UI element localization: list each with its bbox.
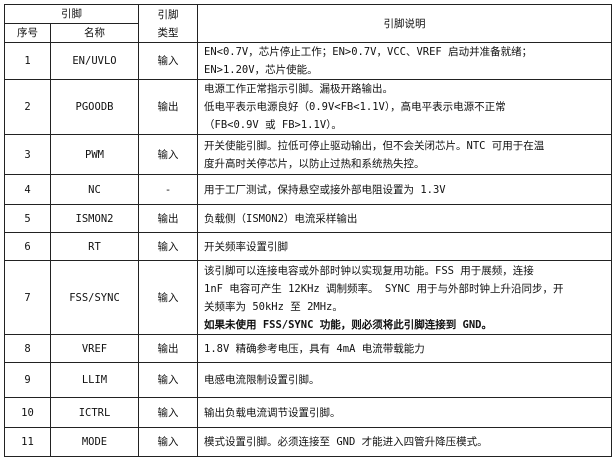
pin-number: 3 bbox=[4, 134, 51, 175]
pin-name: EN/UVLO bbox=[50, 42, 139, 80]
description-line: 低电平表示电源良好（0.9V<FB<1.1V），高电平表示电源不正常 bbox=[204, 101, 506, 113]
table-row: 2 PGOODB 输出 电源工作正常指示引脚。漏极开路输出。低电平表示电源良好（0.9… bbox=[4, 79, 612, 135]
pin-name: MODE bbox=[50, 427, 139, 457]
table-row: 3 PWM 输入 开关使能引脚。拉低可停止驱动输出，但不会关闭芯片。NTC 可用于在温… bbox=[4, 134, 612, 175]
table-row: 7 FSS/SYNC 输入 该引脚可以连接电容或外部时钟以实现复用功能。FSS 用于展… bbox=[4, 260, 612, 335]
pin-description: 电源工作正常指示引脚。漏极开路输出。低电平表示电源良好（0.9V<FB<1.1V… bbox=[197, 79, 612, 135]
pin-type: 输入 bbox=[138, 42, 198, 80]
pin-type: 输入 bbox=[138, 260, 198, 335]
pin-name: ISMON2 bbox=[50, 204, 139, 233]
pin-description: 开关使能引脚。拉低可停止驱动输出，但不会关闭芯片。NTC 可用于在温 度升高时关停… bbox=[197, 134, 612, 175]
pin-type: 输入 bbox=[138, 232, 198, 261]
description-line: 输出负载电流调节设置引脚。 bbox=[204, 406, 341, 419]
pin-description: EN<0.7V，芯片停止工作；EN>0.7V，VCC、VREF 启动并准备就绪；… bbox=[197, 42, 612, 80]
pin-type: 输出 bbox=[138, 334, 198, 363]
pin-description: 模式设置引脚。必须连接至 GND 才能进入四管升降压模式。 bbox=[197, 427, 612, 457]
description-line: 模式设置引脚。必须连接至 GND 才能进入四管升降压模式。 bbox=[204, 436, 488, 448]
pin-name: VREF bbox=[50, 334, 139, 363]
description-note: 如果未使用 FSS/SYNC 功能，则必须将此引脚连接到 GND。 bbox=[204, 318, 493, 331]
pin-description: 输出负载电流调节设置引脚。 bbox=[197, 397, 612, 428]
description-line: 1nF 电容可产生 12KHz 调制频率。 SYNC 用于与外部时钟上升沿同步，… bbox=[204, 282, 564, 295]
table-row: 9 LLIM 输入 电感电流限制设置引脚。 bbox=[4, 362, 612, 398]
description-line: （FB<0.9V 或 FB>1.1V）。 bbox=[204, 119, 342, 131]
description-line: 该引脚可以连接电容或外部时钟以实现复用功能。FSS 用于展频，连接 bbox=[204, 264, 534, 277]
pin-number: 8 bbox=[4, 334, 51, 363]
pin-description: 负载侧（ISMON2）电流采样输出 bbox=[197, 204, 612, 233]
pin-name: FSS/SYNC bbox=[50, 260, 139, 335]
pin-number: 10 bbox=[4, 397, 51, 428]
pin-type: 输出 bbox=[138, 204, 198, 233]
table-row: 4 NC - 用于工厂测试，保持悬空或接外部电阻设置为 1.3V bbox=[4, 174, 612, 205]
header-pin-type: 引脚 类型 bbox=[138, 4, 198, 43]
header-name: 名称 bbox=[50, 23, 139, 43]
table-row: 1 EN/UVLO 输入 EN<0.7V，芯片停止工作；EN>0.7V，VCC、VRE… bbox=[4, 42, 612, 80]
description-line: 电感电流限制设置引脚。 bbox=[204, 374, 320, 386]
pin-number: 11 bbox=[4, 427, 51, 457]
table-row: 5 ISMON2 输出 负载侧（ISMON2）电流采样输出 bbox=[4, 204, 612, 233]
pin-name: NC bbox=[50, 174, 139, 205]
pin-type: 输入 bbox=[138, 397, 198, 428]
pin-type: 输入 bbox=[138, 362, 198, 398]
description-line: 关频率为 50kHz 至 2MHz。 bbox=[204, 300, 343, 313]
pin-description: 1.8V 精确参考电压，具有 4mA 电流带载能力 bbox=[197, 334, 612, 363]
pin-description-table: 引脚 引脚 类型 引脚说明 序号 名称 1 EN/UVLO 输入 EN<0.7V，芯片停… bbox=[4, 4, 612, 457]
pin-number: 2 bbox=[4, 79, 51, 135]
description-line: 1.8V 精确参考电压，具有 4mA 电流带载能力 bbox=[204, 342, 425, 355]
pin-type: 输入 bbox=[138, 134, 198, 175]
description-line: 开关使能引脚。拉低可停止驱动输出，但不会关闭芯片。NTC 可用于在温 bbox=[204, 139, 545, 152]
description-line: 开关频率设置引脚 bbox=[204, 240, 288, 253]
pin-number: 6 bbox=[4, 232, 51, 261]
description-line: 负载侧（ISMON2）电流采样输出 bbox=[204, 212, 358, 225]
header-pin: 引脚 bbox=[4, 4, 139, 24]
description-line: EN<0.7V，芯片停止工作；EN>0.7V，VCC、VREF 启动并准备就绪； bbox=[204, 46, 533, 58]
pin-number: 1 bbox=[4, 42, 51, 80]
description-line: EN>1.20V，芯片使能。 bbox=[204, 64, 318, 76]
pin-number: 4 bbox=[4, 174, 51, 205]
pin-type: 输出 bbox=[138, 79, 198, 135]
pin-description: 该引脚可以连接电容或外部时钟以实现复用功能。FSS 用于展频，连接 1nF 电容可… bbox=[197, 260, 612, 335]
pin-description: 用于工厂测试，保持悬空或接外部电阻设置为 1.3V bbox=[197, 174, 612, 205]
pin-number: 9 bbox=[4, 362, 51, 398]
pin-type: - bbox=[138, 174, 198, 205]
pin-description: 开关频率设置引脚 bbox=[197, 232, 612, 261]
pin-name: ICTRL bbox=[50, 397, 139, 428]
header-number: 序号 bbox=[4, 23, 51, 43]
header-description: 引脚说明 bbox=[197, 4, 612, 43]
table-row: 10 ICTRL 输入 输出负载电流调节设置引脚。 bbox=[4, 397, 612, 428]
pin-number: 7 bbox=[4, 260, 51, 335]
pin-name: PWM bbox=[50, 134, 139, 175]
table-row: 8 VREF 输出 1.8V 精确参考电压，具有 4mA 电流带载能力 bbox=[4, 334, 612, 363]
description-line: 用于工厂测试，保持悬空或接外部电阻设置为 1.3V bbox=[204, 183, 446, 196]
pin-name: LLIM bbox=[50, 362, 139, 398]
pin-name: PGOODB bbox=[50, 79, 139, 135]
pin-description: 电感电流限制设置引脚。 bbox=[197, 362, 612, 398]
pin-type: 输入 bbox=[138, 427, 198, 457]
table-row: 11 MODE 输入 模式设置引脚。必须连接至 GND 才能进入四管升降压模式。 bbox=[4, 427, 612, 457]
description-line: 电源工作正常指示引脚。漏极开路输出。 bbox=[204, 83, 393, 95]
pin-number: 5 bbox=[4, 204, 51, 233]
pin-name: RT bbox=[50, 232, 139, 261]
description-line: 度升高时关停芯片，以防止过热和系统热失控。 bbox=[204, 157, 425, 170]
table-row: 6 RT 输入 开关频率设置引脚 bbox=[4, 232, 612, 261]
